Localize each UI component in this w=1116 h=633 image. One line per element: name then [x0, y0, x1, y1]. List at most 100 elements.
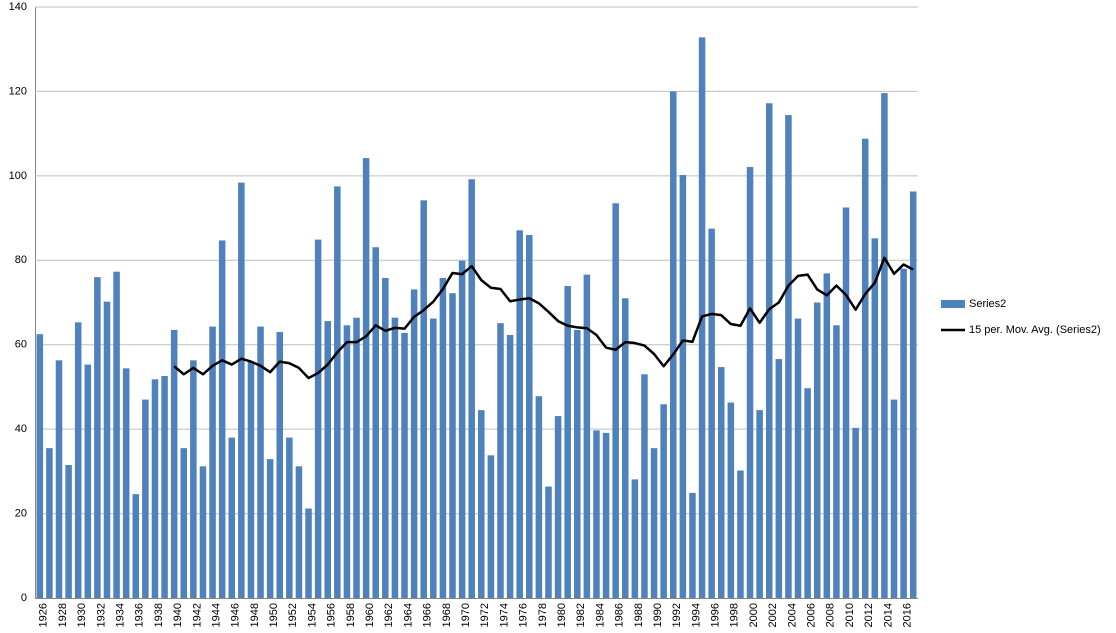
- bar: [852, 427, 859, 598]
- bar: [180, 448, 188, 598]
- x-tick-label: 1940: [172, 603, 184, 627]
- x-tick-label: 1946: [230, 603, 242, 627]
- bar: [209, 326, 216, 598]
- x-tick-label: 1932: [95, 603, 107, 627]
- x-tick-label: 1966: [422, 603, 434, 627]
- bar: [286, 437, 293, 598]
- legend-label: 15 per. Mov. Avg. (Series2): [969, 324, 1101, 336]
- bar: [641, 374, 648, 598]
- bar: [151, 379, 159, 598]
- legend-swatch: [941, 300, 965, 308]
- x-tick-label: 1948: [249, 603, 261, 627]
- bar: [238, 182, 245, 598]
- bar: [266, 459, 274, 598]
- bar: [372, 247, 379, 598]
- bar: [362, 158, 370, 598]
- x-tick-label: 1980: [556, 603, 568, 627]
- bar: [334, 186, 341, 599]
- bar: [660, 404, 667, 598]
- bar: [516, 230, 523, 598]
- x-tick-label: 1972: [479, 603, 491, 627]
- bar: [487, 455, 495, 598]
- x-tick-label: 1934: [114, 603, 126, 627]
- bar: [420, 200, 427, 598]
- bar: [727, 402, 735, 598]
- x-tick-label: 1930: [76, 603, 88, 627]
- x-tick-label: 1992: [671, 603, 683, 627]
- bar: [669, 91, 677, 598]
- bar: [74, 322, 82, 598]
- bar: [775, 359, 783, 598]
- bar: [439, 278, 447, 598]
- x-tick-label: 1956: [326, 603, 338, 627]
- bar: [170, 329, 178, 598]
- x-tick-label: 1954: [306, 603, 318, 627]
- bar: [103, 301, 111, 598]
- x-tick-label: 1998: [729, 603, 741, 627]
- bar: [526, 234, 533, 598]
- bar: [94, 277, 101, 598]
- bar: [554, 416, 562, 598]
- bar: [353, 317, 360, 598]
- bar: [401, 332, 408, 598]
- bar: [612, 203, 619, 598]
- bar: [564, 286, 571, 598]
- bar: [276, 332, 284, 598]
- x-tick-label: 1936: [134, 603, 146, 627]
- x-tick-label: 2006: [806, 603, 818, 627]
- bar: [314, 239, 322, 598]
- bar: [506, 335, 514, 598]
- x-tick-label: 1978: [537, 603, 549, 627]
- bar: [746, 166, 754, 599]
- bar: [382, 278, 389, 598]
- bar: [295, 466, 303, 598]
- x-tick-label: 2010: [844, 603, 856, 627]
- bar: [679, 175, 687, 598]
- bar: [84, 364, 92, 598]
- x-tick-label: 2002: [767, 603, 779, 627]
- bar: [785, 115, 792, 598]
- bar: [55, 360, 63, 598]
- bar: [391, 317, 399, 598]
- x-tick-label: 1986: [614, 603, 626, 627]
- x-tick-label: 1958: [345, 603, 357, 627]
- x-tick-label: 1984: [594, 603, 606, 627]
- moving-average-line: [173, 256, 914, 380]
- y-tick-label: 60: [15, 339, 27, 351]
- bar: [410, 289, 418, 598]
- legend-label: Series2: [969, 298, 1006, 310]
- bar: [343, 325, 351, 598]
- x-tick-label: 1974: [498, 603, 510, 627]
- bar: [247, 361, 255, 598]
- bar: [199, 466, 207, 598]
- bar: [602, 432, 610, 598]
- bar: [583, 274, 591, 598]
- bar: [861, 138, 869, 599]
- x-tick-label: 1962: [383, 603, 395, 627]
- bar: [478, 410, 485, 598]
- bar: [593, 430, 600, 598]
- x-tick-label: 1970: [460, 603, 472, 627]
- bar: [430, 318, 437, 598]
- bar: [305, 508, 312, 598]
- x-tick-label: 2016: [902, 603, 914, 627]
- bar: [122, 368, 130, 598]
- x-tick-label: 1964: [402, 603, 414, 627]
- x-tick-label: 1960: [364, 603, 376, 627]
- y-tick-label: 140: [9, 1, 27, 13]
- x-tick-label: 1988: [633, 603, 645, 627]
- bar: [909, 191, 917, 598]
- bar: [871, 238, 879, 598]
- bar: [36, 334, 44, 598]
- bar: [535, 396, 543, 598]
- x-tick-label: 1950: [268, 603, 280, 627]
- x-tick-label: 1996: [710, 603, 722, 627]
- bar: [449, 293, 456, 598]
- bar: [228, 437, 236, 598]
- bar: [804, 388, 811, 598]
- bar: [497, 323, 504, 598]
- bar: [842, 207, 850, 598]
- x-tick-label: 2008: [825, 603, 837, 627]
- bar: [650, 448, 658, 598]
- x-tick-label: 1968: [441, 603, 453, 627]
